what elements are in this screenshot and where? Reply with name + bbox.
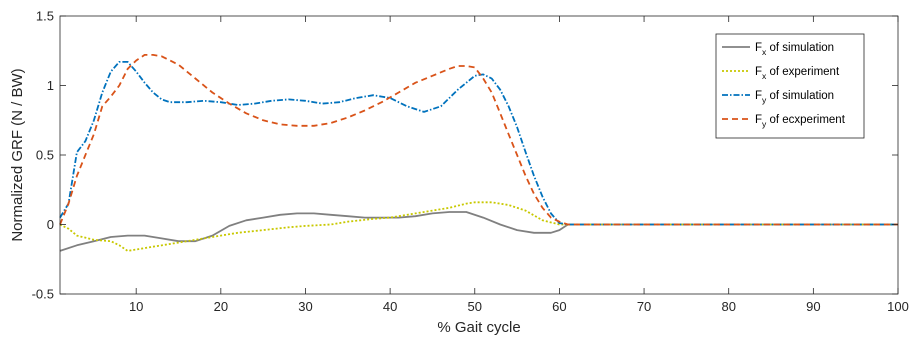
x-axis-label: % Gait cycle	[437, 319, 520, 336]
x-tick-label: 80	[721, 299, 735, 314]
series-line-4	[59, 54, 898, 226]
x-tick-label: 70	[637, 299, 651, 314]
ticks-layer: 10 20 30 40 50 60 70 80 90 100 -0.5 0 0.5 1 1.5	[32, 9, 909, 315]
series-line-3	[59, 61, 898, 226]
legend-entry: Fx of experiment	[755, 66, 840, 81]
x-tick-label: 60	[552, 299, 566, 314]
legend-box	[715, 33, 865, 139]
legend-entry: Fx of simulation	[755, 42, 834, 57]
x-tick-label: 30	[298, 299, 312, 314]
y-tick-label: 1.5	[36, 9, 54, 24]
x-tick-label: 40	[383, 299, 397, 314]
series-layer	[59, 54, 898, 252]
x-tick-label: 90	[806, 299, 820, 314]
legend: Fx of simulation Fx of experiment Fy of si…	[715, 33, 865, 139]
y-tick-label: 1	[47, 78, 54, 93]
x-tick-label: 50	[468, 299, 482, 314]
y-axis-label: Normalized GRF (N / BW)	[9, 68, 26, 241]
series-line-1	[59, 211, 898, 252]
y-tick-label: 0	[47, 217, 54, 232]
x-tick-label: 10	[129, 299, 143, 314]
y-tick-label: 0.5	[36, 148, 54, 163]
series-line-2	[59, 201, 898, 252]
legend-entry: Fy of ecxperiment	[755, 114, 846, 129]
y-tick-label: -0.5	[32, 287, 54, 302]
x-tick-label: 100	[887, 299, 909, 314]
legend-entry: Fy of simulation	[755, 90, 834, 105]
x-tick-label: 20	[214, 299, 228, 314]
